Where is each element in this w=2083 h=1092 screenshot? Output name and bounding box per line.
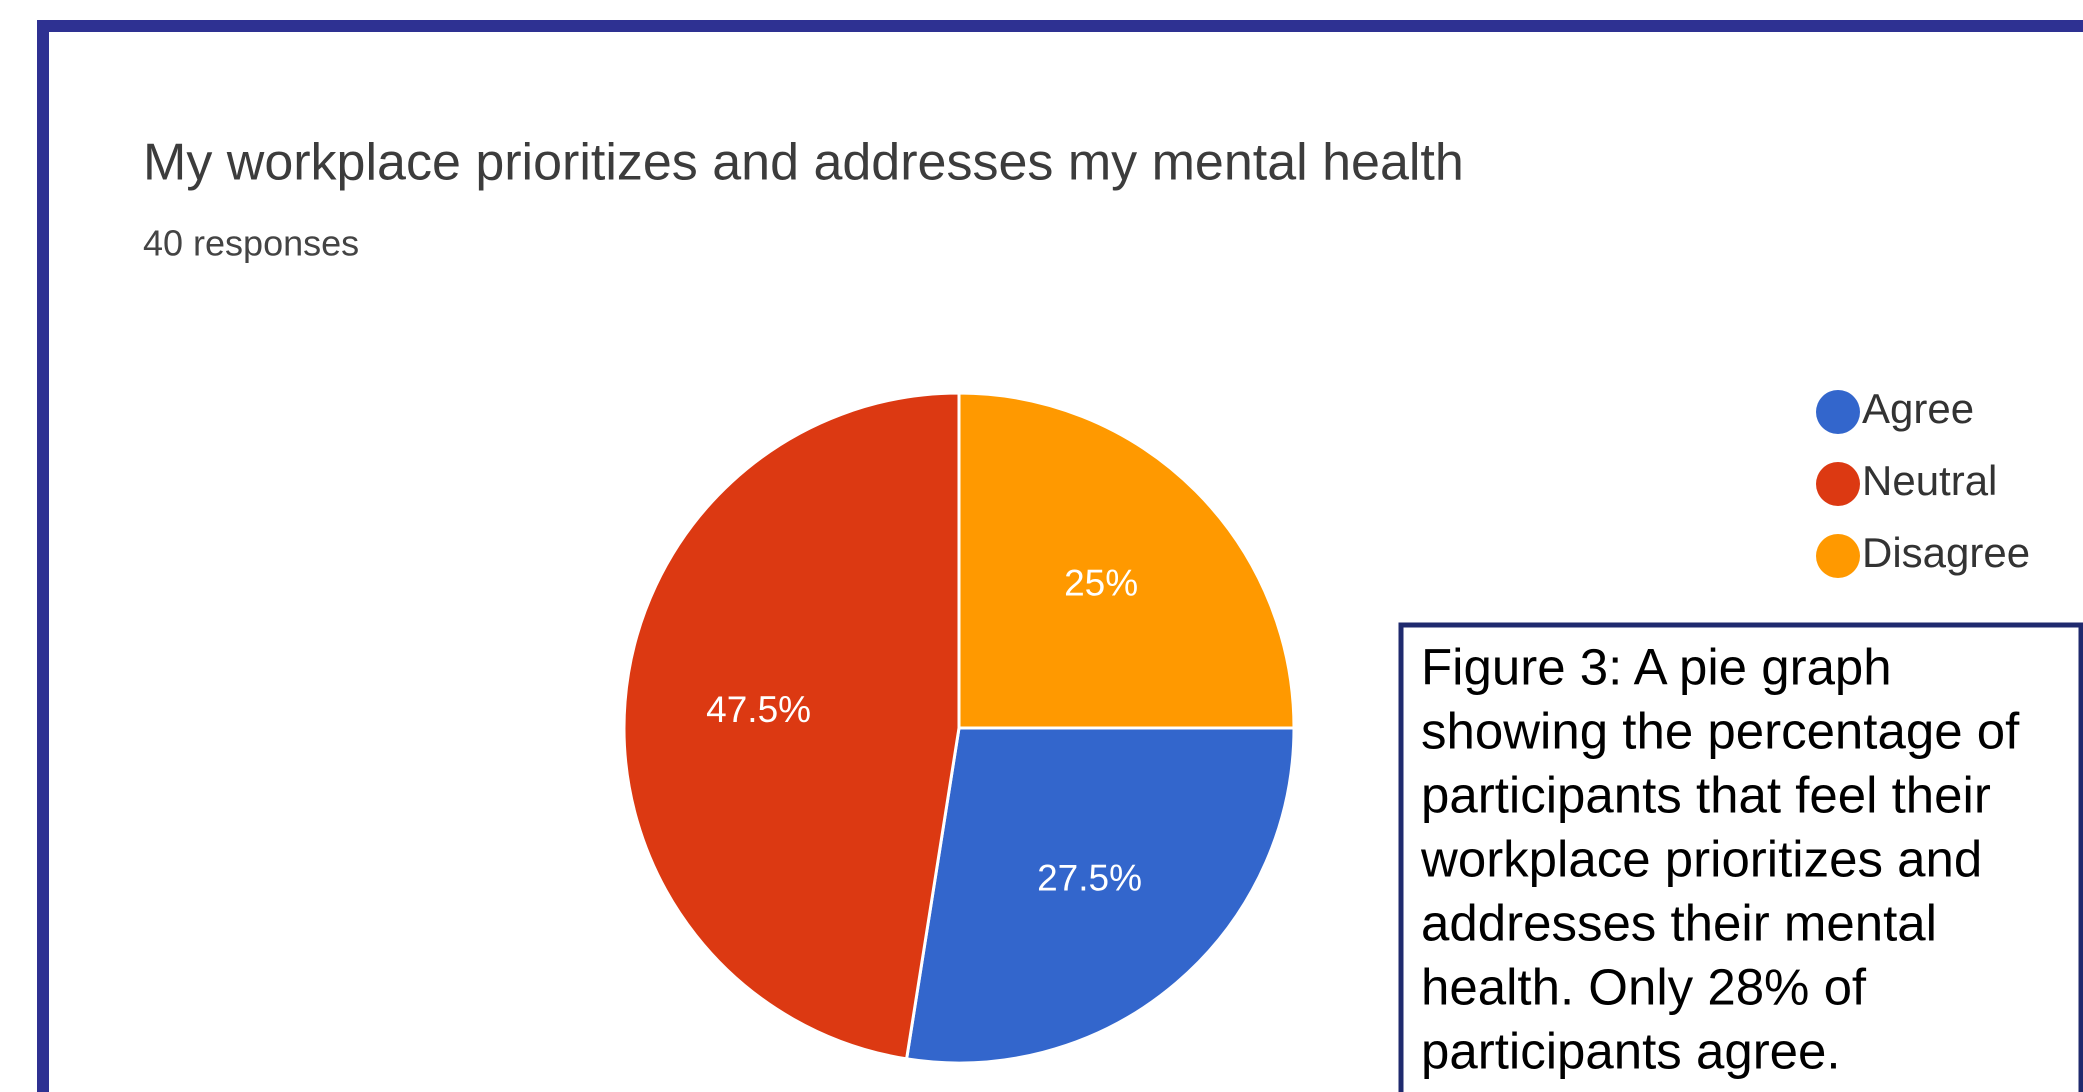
caption: Figure 3: A pie graph showing the percent… bbox=[1420, 638, 2020, 1079]
caption-line: health. Only 28% of bbox=[1421, 958, 1867, 1015]
frame bbox=[37, 20, 2083, 1092]
caption-line: Figure 3: A pie graph bbox=[1421, 638, 1892, 695]
caption-line: workplace prioritizes and bbox=[1420, 830, 1982, 887]
caption-line: showing the percentage of bbox=[1421, 702, 2020, 759]
caption-line: participants that feel their bbox=[1421, 766, 1991, 823]
slice-label: 27.5% bbox=[1037, 858, 1142, 899]
slice-label: 47.5% bbox=[706, 689, 811, 730]
legend-label: Agree bbox=[1862, 385, 1974, 432]
legend-marker bbox=[1816, 390, 1860, 434]
legend-label: Disagree bbox=[1862, 529, 2030, 576]
legend: Agree Neutral Disagree bbox=[1816, 385, 2030, 578]
chart-subtitle: 40 responses bbox=[143, 223, 359, 264]
chart-title: My workplace prioritizes and addresses m… bbox=[143, 134, 1464, 192]
legend-marker bbox=[1816, 462, 1860, 506]
caption-line: participants agree. bbox=[1421, 1022, 1841, 1079]
pie: 27.5% 47.5% 25% bbox=[622, 391, 1296, 1065]
pie-slice bbox=[957, 391, 1296, 730]
slice-label: 25% bbox=[1064, 563, 1138, 604]
caption-line: addresses their mental bbox=[1421, 894, 1937, 951]
legend-marker bbox=[1816, 534, 1860, 578]
caption-box bbox=[1398, 622, 2083, 1092]
pie-slice bbox=[622, 391, 961, 1061]
legend-label: Neutral bbox=[1862, 457, 1997, 504]
pie-slice bbox=[904, 726, 1296, 1065]
